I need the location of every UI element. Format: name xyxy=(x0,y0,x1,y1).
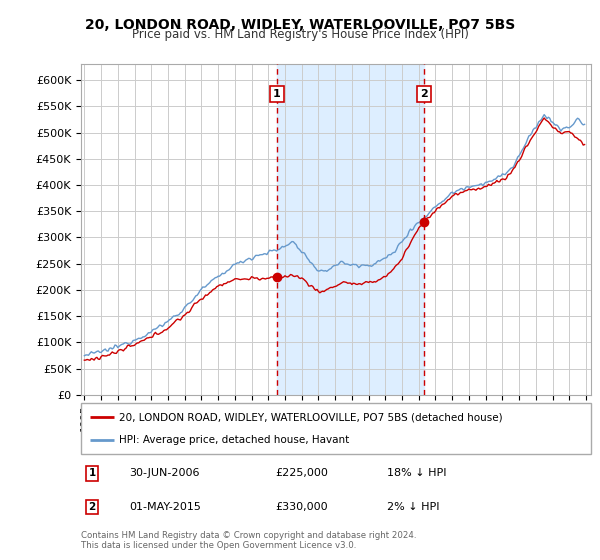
Text: HPI: Average price, detached house, Havant: HPI: Average price, detached house, Hava… xyxy=(119,436,349,446)
Text: 01-MAY-2015: 01-MAY-2015 xyxy=(130,502,202,512)
Text: 2% ↓ HPI: 2% ↓ HPI xyxy=(387,502,439,512)
Text: 1: 1 xyxy=(273,89,281,99)
Text: 1: 1 xyxy=(89,468,96,478)
Text: 20, LONDON ROAD, WIDLEY, WATERLOOVILLE, PO7 5BS (detached house): 20, LONDON ROAD, WIDLEY, WATERLOOVILLE, … xyxy=(119,412,503,422)
Text: 18% ↓ HPI: 18% ↓ HPI xyxy=(387,468,446,478)
Text: Price paid vs. HM Land Registry's House Price Index (HPI): Price paid vs. HM Land Registry's House … xyxy=(131,28,469,41)
Text: 2: 2 xyxy=(421,89,428,99)
Bar xyxy=(277,64,424,395)
Text: £330,000: £330,000 xyxy=(275,502,328,512)
Text: Contains HM Land Registry data © Crown copyright and database right 2024.
This d: Contains HM Land Registry data © Crown c… xyxy=(81,531,416,550)
Text: 30-JUN-2006: 30-JUN-2006 xyxy=(130,468,200,478)
Text: 20, LONDON ROAD, WIDLEY, WATERLOOVILLE, PO7 5BS: 20, LONDON ROAD, WIDLEY, WATERLOOVILLE, … xyxy=(85,18,515,32)
FancyBboxPatch shape xyxy=(81,403,591,454)
Text: £225,000: £225,000 xyxy=(275,468,328,478)
Text: 2: 2 xyxy=(89,502,96,512)
